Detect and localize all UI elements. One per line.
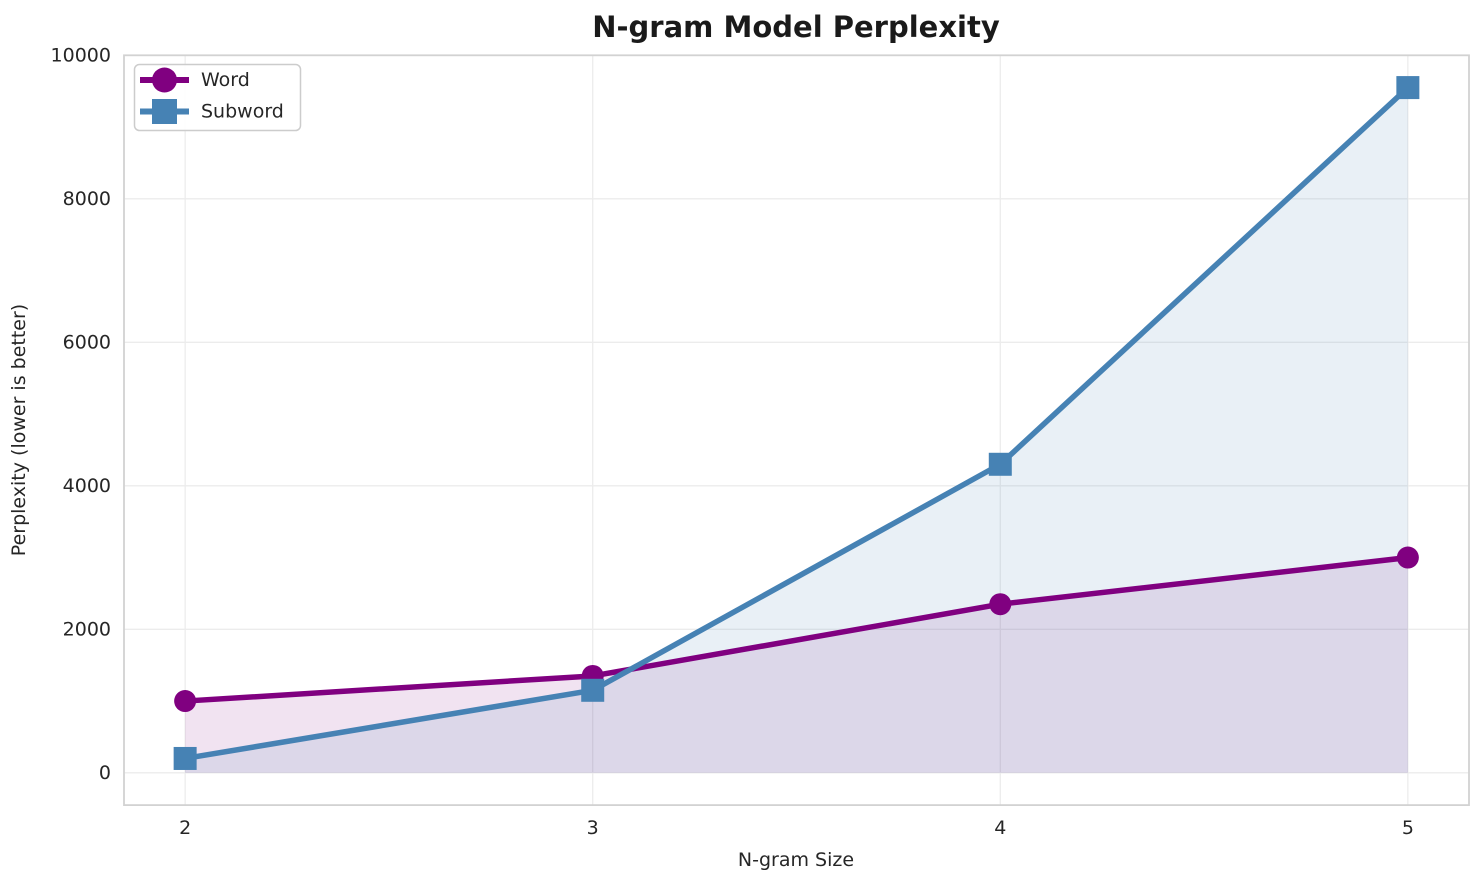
x-axis-label: N-gram Size [738,849,854,871]
series-layer [173,76,1420,770]
legend-marker-word [152,67,177,93]
data-point-subword [581,678,605,702]
legend-label-subword: Subword [201,101,284,123]
legend: Word Subword [133,63,302,132]
series-subword [173,76,1420,770]
y-tick-label: 0 [99,762,111,784]
x-tick-label: 5 [1402,817,1414,839]
data-point-subword [173,746,197,770]
x-tick-label: 4 [994,817,1006,839]
y-tick-label: 10000 [51,44,111,66]
area-fill-subword [185,87,1408,773]
plot-border [123,54,1470,806]
series-word [174,546,1419,713]
legend-label-word: Word [201,69,250,91]
x-tick-label: 2 [179,817,191,839]
y-tick-label: 4000 [63,475,111,497]
data-point-word [1396,546,1419,569]
data-point-subword [988,452,1012,476]
y-tick-label: 6000 [63,331,111,353]
legend-marker-subword [152,99,177,124]
tick-labels: 0 2000 4000 6000 8000 10000 2 3 4 5 [51,44,1414,839]
y-tick-label: 2000 [63,618,111,640]
chart-title: N-gram Model Perplexity [592,10,1000,44]
data-point-word [174,690,197,713]
series-line-subword [184,85,1410,762]
series-line-word [184,554,1409,704]
y-tick-label: 8000 [63,188,111,210]
data-point-subword [1396,76,1420,100]
area-fill-word [185,557,1408,773]
y-axis-label: Perplexity (lower is better) [8,304,30,556]
area-fills [185,87,1408,773]
x-tick-label: 3 [587,817,599,839]
data-point-word [989,593,1012,616]
